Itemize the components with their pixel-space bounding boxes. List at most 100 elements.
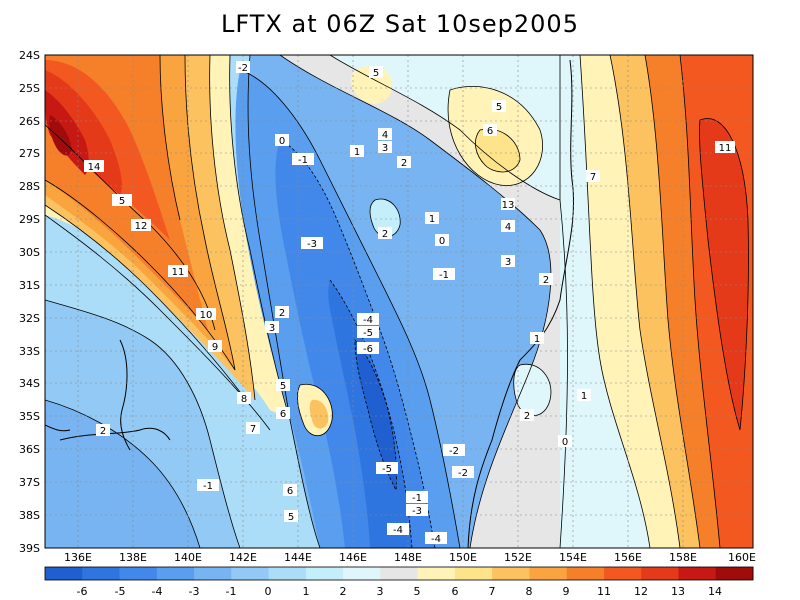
contour-label: 3 — [501, 255, 515, 268]
contour-label: -1 — [197, 479, 219, 492]
contour-labels: -2 5 5 4 3 6 0 1 2 -1 7 11 14 13 5 12 2 … — [84, 61, 735, 545]
svg-text:-2: -2 — [238, 63, 248, 74]
svg-text:8: 8 — [241, 394, 247, 405]
lat-tick-label: 31S — [19, 279, 40, 292]
svg-text:3: 3 — [269, 323, 275, 334]
contour-label: 5 — [112, 194, 132, 207]
contour-label: -4 — [387, 523, 409, 536]
lat-tick-label: 37S — [19, 476, 40, 489]
colorbar-swatch — [529, 567, 568, 580]
contour-lines — [45, 55, 749, 548]
contour-label: 2 — [96, 424, 110, 437]
lat-tick-label: 25S — [19, 82, 40, 95]
contour-label: 2 — [275, 306, 289, 319]
contour-label: -1 — [433, 268, 455, 281]
contour-label: 11 — [168, 265, 188, 278]
contour-label: 10 — [196, 308, 216, 321]
lon-tick-label: 154E — [559, 551, 587, 564]
svg-text:1: 1 — [354, 147, 360, 158]
contour-label: 0 — [558, 435, 572, 448]
lat-tick-label: 26S — [19, 115, 40, 128]
map-title: LFTX at 06Z Sat 10sep2005 — [221, 10, 579, 38]
lon-tick-label: 156E — [614, 551, 642, 564]
lat-tick-label: 29S — [19, 213, 40, 226]
filled-contours — [45, 55, 753, 548]
contour-label: 4 — [501, 220, 515, 233]
contour-label: -3 — [301, 237, 323, 250]
contour-label: 5 — [276, 379, 290, 392]
svg-text:6: 6 — [487, 126, 493, 137]
svg-text:-6: -6 — [363, 344, 373, 355]
svg-text:5: 5 — [119, 196, 125, 207]
contour-label: -2 — [452, 466, 474, 479]
lon-tick-label: 142E — [229, 551, 257, 564]
colorbar-swatches — [45, 567, 754, 580]
colorbar-label: 11 — [597, 585, 611, 598]
svg-text:2: 2 — [279, 308, 285, 319]
colorbar-swatch — [268, 567, 307, 580]
svg-text:-5: -5 — [382, 464, 392, 475]
svg-text:2: 2 — [524, 411, 530, 422]
colorbar-swatch — [492, 567, 530, 580]
colorbar-label: -1 — [226, 585, 237, 598]
lon-tick-label: 160E — [728, 551, 756, 564]
lon-tick-label: 136E — [64, 551, 92, 564]
colorbar-labels: -6 -5 -4 -3 -1 0 1 2 3 5 6 7 8 9 11 12 1… — [77, 585, 722, 598]
svg-text:2: 2 — [543, 275, 549, 286]
lat-tick-label: 34S — [19, 377, 40, 390]
colorbar-label: 9 — [563, 585, 570, 598]
lat-tick-label: 36S — [19, 443, 40, 456]
coastline — [45, 59, 575, 548]
svg-text:3: 3 — [382, 143, 388, 154]
contour-label: -5 — [357, 326, 379, 339]
contour-label: 5 — [284, 510, 298, 523]
lat-tick-label: 38S — [19, 509, 40, 522]
colorbar-swatch — [417, 567, 456, 580]
svg-text:9: 9 — [212, 342, 218, 353]
contour-label: 13 — [501, 198, 515, 211]
plot-frame — [44, 54, 754, 549]
svg-text:0: 0 — [562, 437, 568, 448]
svg-text:5: 5 — [496, 102, 502, 113]
contour-label: 9 — [208, 340, 222, 353]
contour-label: 6 — [483, 124, 497, 137]
colorbar-label: 12 — [634, 585, 648, 598]
colorbar-label: 1 — [303, 585, 310, 598]
lat-tick-label: 28S — [19, 180, 40, 193]
svg-text:10: 10 — [200, 310, 213, 321]
contour-label: 3 — [378, 141, 392, 154]
colorbar-label: 7 — [489, 585, 496, 598]
colorbar-swatch — [343, 567, 381, 580]
svg-text:0: 0 — [279, 136, 285, 147]
contour-label: -3 — [406, 504, 428, 517]
svg-text:-1: -1 — [439, 270, 449, 281]
colorbar-swatch — [715, 567, 754, 580]
svg-text:0: 0 — [439, 236, 445, 247]
lat-tick-label: 27S — [19, 147, 40, 160]
contour-label: 7 — [246, 422, 260, 435]
colorbar-label: -6 — [77, 585, 88, 598]
contour-label: 8 — [237, 392, 251, 405]
lon-tick-label: 146E — [339, 551, 367, 564]
svg-text:-3: -3 — [412, 506, 422, 517]
svg-text:-5: -5 — [363, 328, 373, 339]
contour-label: 1 — [425, 212, 439, 225]
svg-text:-4: -4 — [431, 534, 441, 545]
svg-text:7: 7 — [590, 172, 596, 183]
lon-tick-label: 148E — [394, 551, 422, 564]
contour-label: 1 — [577, 389, 591, 402]
colorbar-swatch — [603, 567, 642, 580]
lon-tick-label: 150E — [449, 551, 477, 564]
svg-text:12: 12 — [135, 221, 148, 232]
svg-text:2: 2 — [401, 158, 407, 169]
colorbar-label: -3 — [189, 585, 200, 598]
contour-label: -4 — [425, 532, 447, 545]
colorbar-swatch — [82, 567, 121, 580]
svg-text:4: 4 — [382, 130, 388, 141]
contour-label: 7 — [586, 170, 600, 183]
colorbar-label: 2 — [340, 585, 347, 598]
lat-tick-label: 30S — [19, 246, 40, 259]
colorbar-swatch — [305, 567, 344, 580]
colorbar-swatch — [156, 567, 195, 580]
contour-label: 5 — [492, 100, 506, 113]
